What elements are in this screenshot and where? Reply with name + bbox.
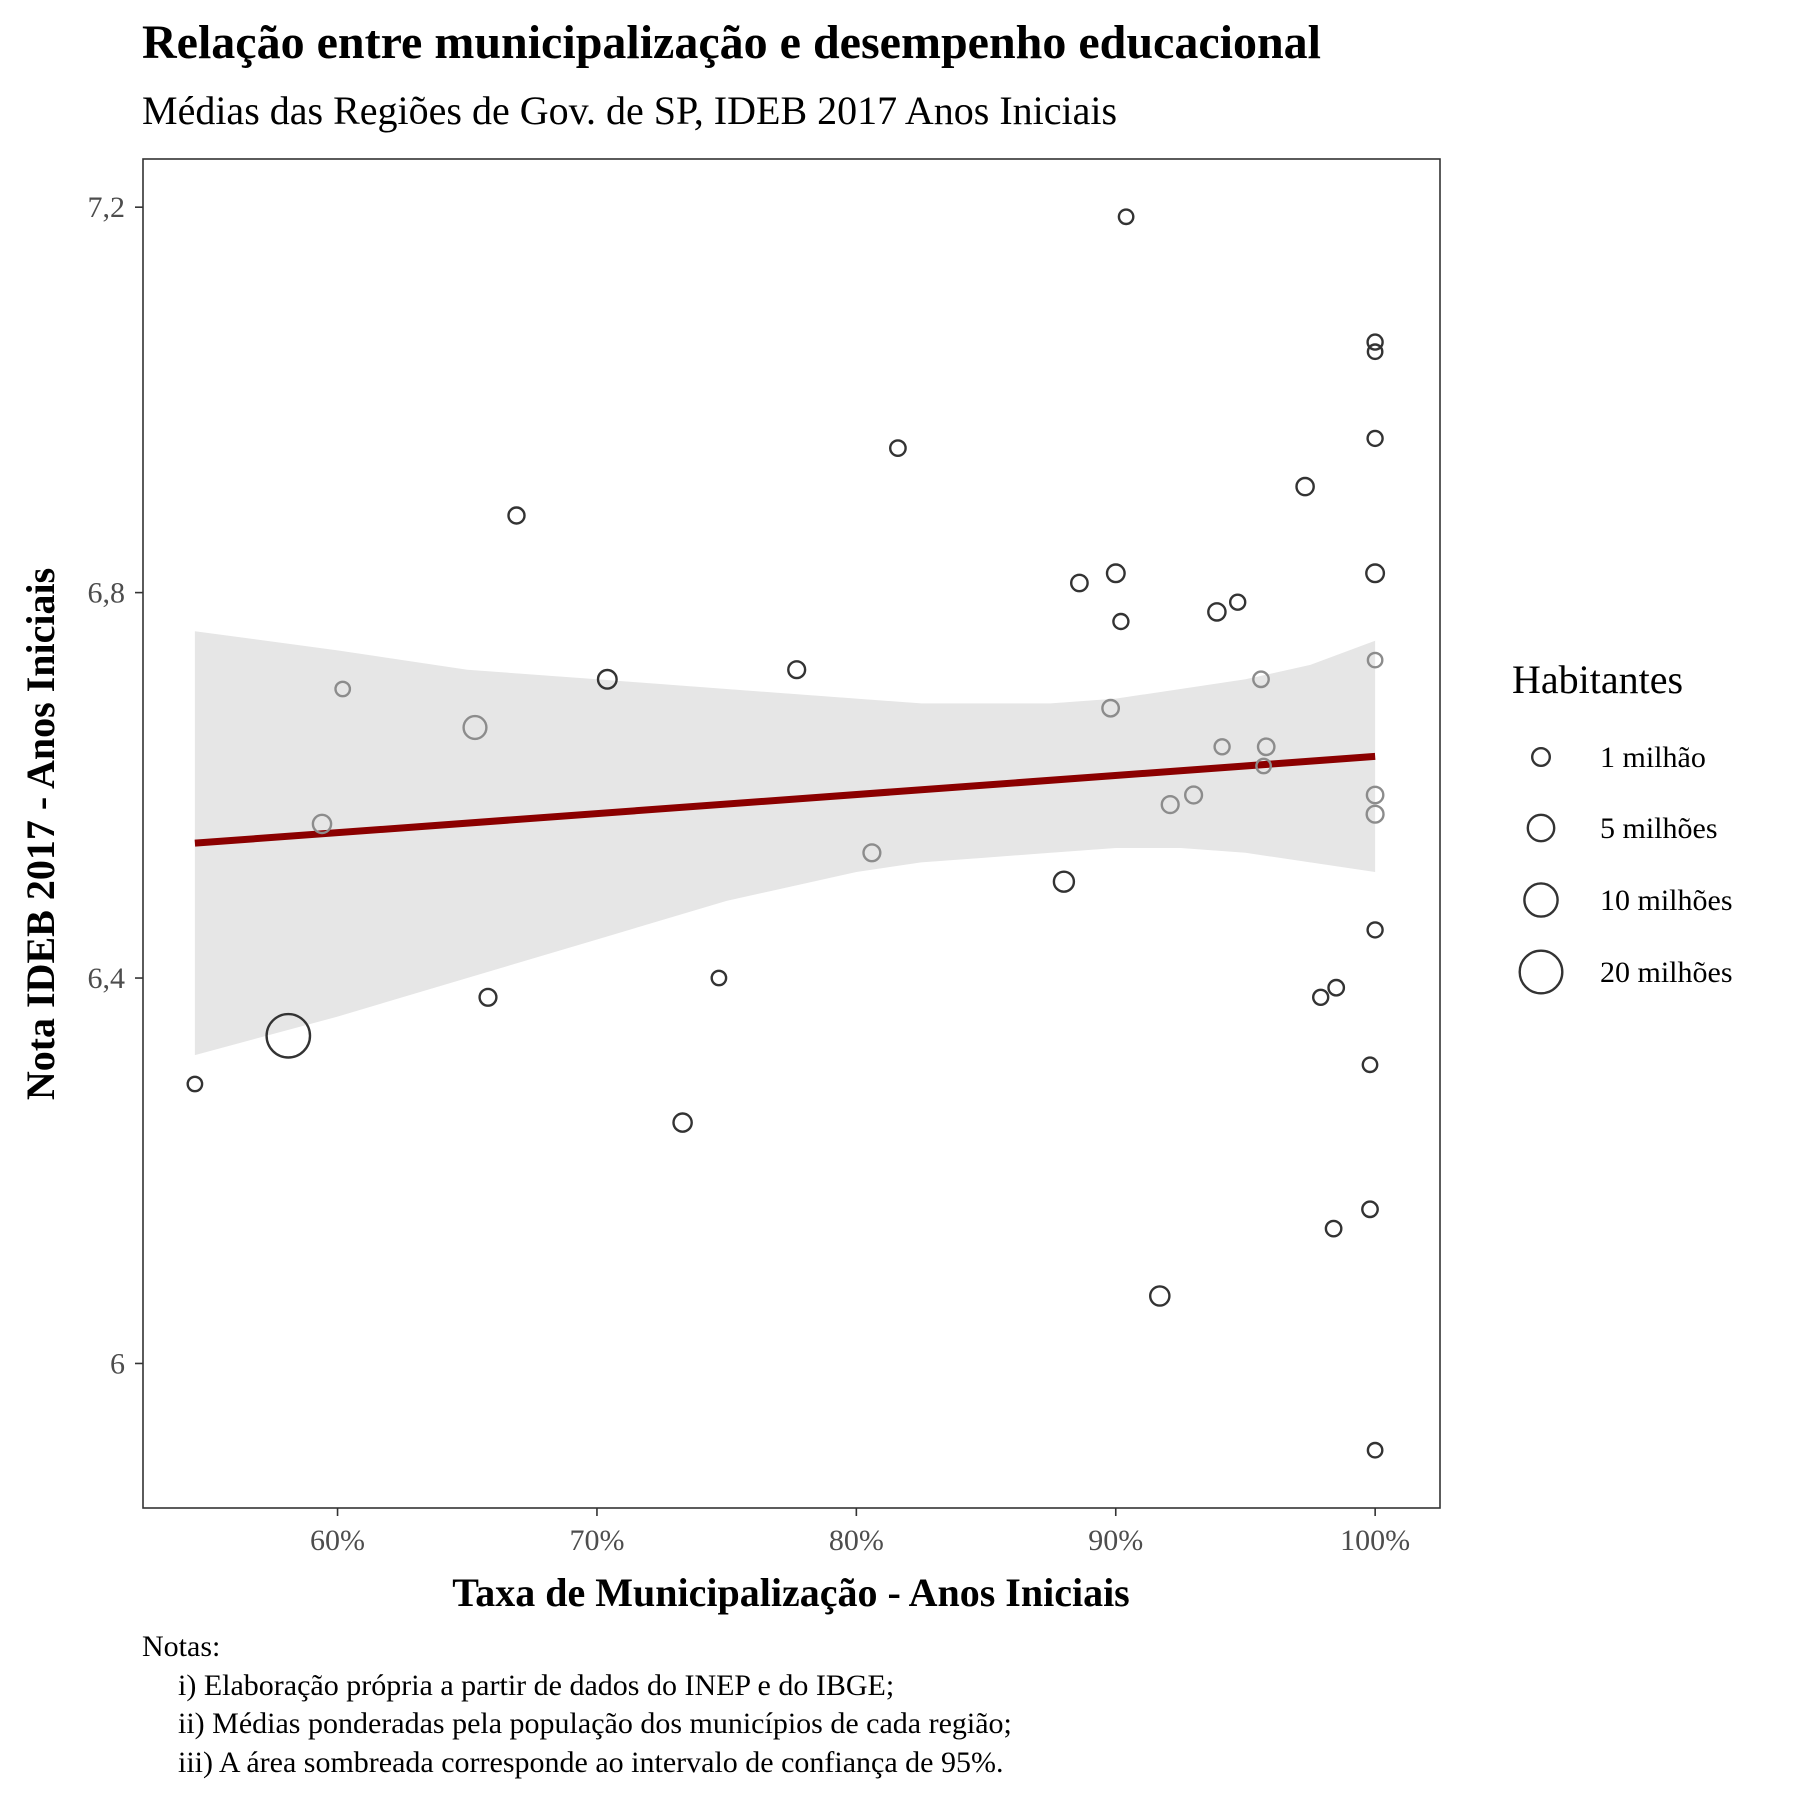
data-point [478,987,498,1007]
legend-key-circle [1523,882,1559,918]
data-point [1366,1441,1384,1459]
data-point [186,1075,204,1093]
x-tick-label: 90% [1088,1524,1143,1557]
data-point [1366,921,1384,939]
data-point [1255,757,1273,775]
data-point [1149,1285,1171,1307]
points-layer [186,208,1386,1459]
x-tick-label: 60% [310,1524,365,1557]
x-tick-label: 100% [1340,1524,1410,1557]
data-point [1324,1219,1343,1238]
data-point [1183,785,1204,805]
data-point [1366,429,1384,448]
data-point [311,813,333,835]
data-point [1311,988,1330,1006]
data-point [1365,785,1385,805]
data-point [507,506,526,525]
chart-title: Relação entre municipalização e desempen… [142,16,1321,69]
data-point [1327,978,1346,997]
data-point [889,439,907,457]
confidence-band-layer [194,631,1376,1056]
x-axis-title: Taxa de Municipalização - Anos Iniciais [452,1570,1130,1615]
data-point [1256,737,1276,757]
data-point [265,1012,312,1059]
legend-key-circle [1526,813,1556,843]
data-point [1105,563,1126,584]
data-point [710,969,728,987]
data-point [1101,698,1121,718]
data-point [862,843,882,863]
x-tick-label: 70% [569,1524,624,1557]
legend-key-circle [1530,747,1551,768]
data-point [1366,343,1384,361]
legend-label: 10 milhões [1600,884,1733,917]
data-point [1366,651,1384,669]
legend-label: 5 milhões [1600,812,1718,845]
panel-border [142,158,1441,1509]
data-point [787,660,807,680]
data-point [1160,794,1180,815]
legend: Habitantes 1 milhão 5 milhões 10 milhões 20… [1512,657,1733,995]
data-point [1361,1200,1379,1219]
data-point [1252,670,1270,689]
trend-line [194,752,1376,847]
data-point [1117,208,1135,226]
chart-subtitle: Médias das Regiões de Gov. de SP, IDEB 2… [142,88,1117,133]
data-point [596,668,618,690]
y-axis: 6 6,4 6,8 7,2 [88,191,143,1380]
legend-label: 1 milhão [1600,741,1706,774]
data-point [1112,612,1130,631]
data-point [1228,593,1247,611]
note-line: i) Elaboração própria a partir de dados … [178,1669,894,1702]
data-point [1070,573,1089,593]
y-tick-label: 6,4 [88,962,126,995]
data-point [1052,870,1076,893]
data-point [1365,563,1386,584]
data-point [334,680,352,698]
data-point [672,1112,693,1133]
data-point [462,714,488,741]
x-axis: 60% 70% 80% 90% 100% [310,1508,1410,1557]
trend-line-layer [194,752,1376,847]
data-point [1366,333,1384,351]
data-point [1213,738,1231,756]
confidence-band [194,631,1376,1056]
data-point [1361,1056,1379,1074]
data-point [1295,476,1315,497]
x-tick-label: 80% [829,1524,884,1557]
data-point [1365,804,1385,824]
data-point [1207,602,1227,622]
y-tick-label: 7,2 [88,191,126,224]
notes: Notas: i) Elaboração própria a partir de … [142,1630,1012,1779]
note-line: iii) A área sombreada corresponde ao int… [178,1746,1003,1779]
legend-label: 20 milhões [1600,956,1733,989]
note-line: Notas: [142,1630,220,1663]
y-axis-title: Nota IDEB 2017 - Anos Iniciais [18,568,63,1100]
legend-key-circle [1518,949,1564,995]
note-line: ii) Médias ponderadas pela população dos… [178,1707,1012,1740]
y-tick-label: 6,8 [88,577,126,610]
legend-title: Habitantes [1512,657,1683,702]
y-tick-label: 6 [110,1347,125,1380]
